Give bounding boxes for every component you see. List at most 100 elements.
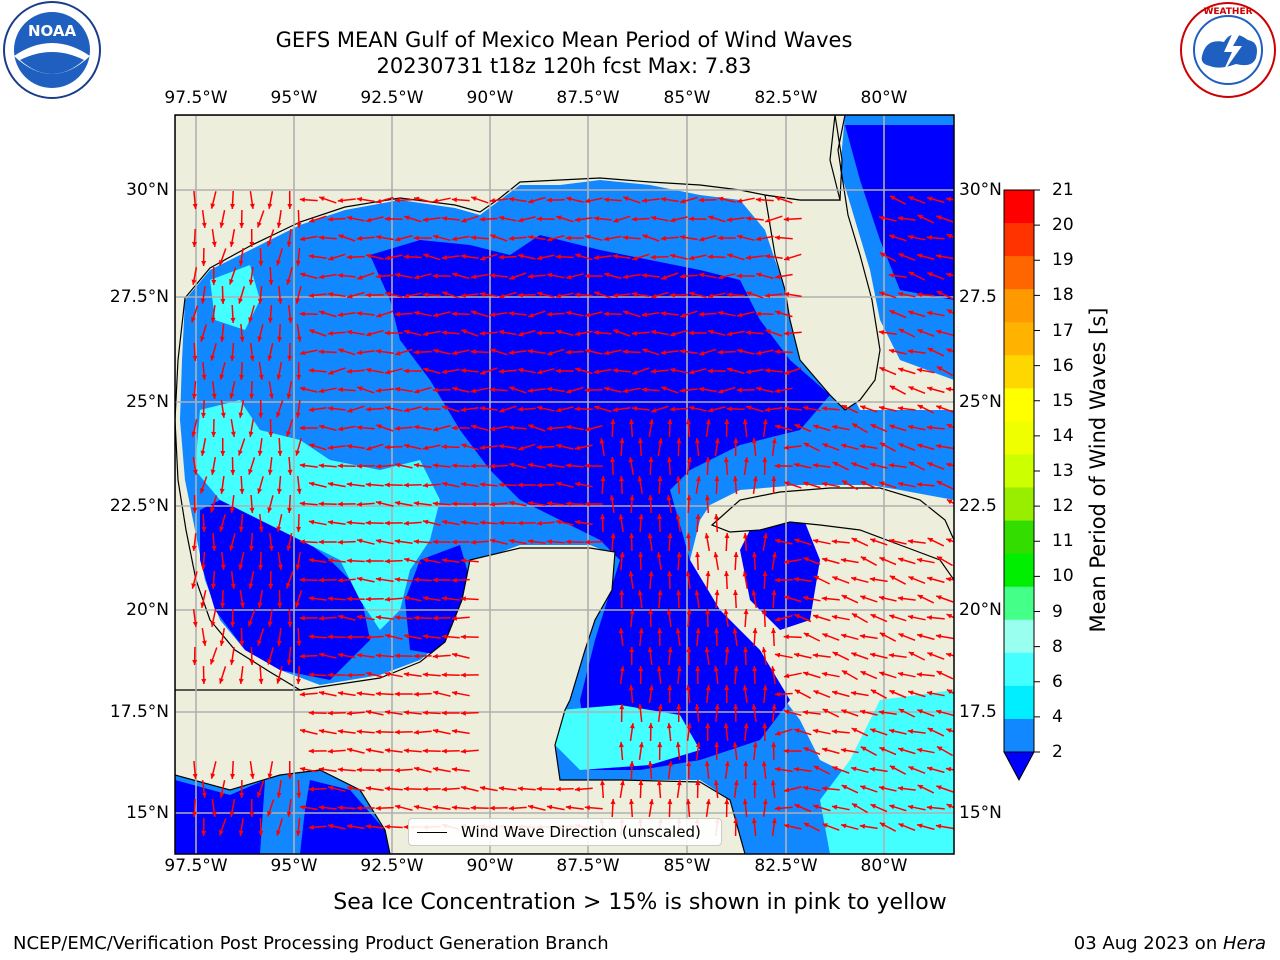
wind-wave-arrowhead	[642, 234, 648, 239]
wind-wave-arrowhead	[667, 647, 673, 653]
wind-wave-arrowhead	[927, 538, 934, 543]
wind-wave-arrowhead	[610, 419, 616, 425]
wind-wave-arrowhead	[841, 443, 847, 449]
wind-wave-arrowhead	[347, 407, 353, 413]
wind-wave-arrowhead	[200, 450, 206, 456]
wind-wave-arrowhead	[575, 367, 581, 373]
yucatan-peninsula	[175, 547, 746, 854]
wind-wave-arrowhead	[695, 666, 701, 671]
wind-wave-arrowhead	[220, 602, 226, 608]
wind-wave-arrowhead	[657, 514, 662, 520]
wind-wave-arrowhead	[584, 805, 590, 811]
wind-wave-arrowhead	[917, 253, 923, 259]
wind-wave-arrowhead	[404, 443, 410, 449]
wind-wave-arrowhead	[403, 824, 409, 830]
wind-wave-arrowhead	[498, 444, 505, 449]
wind-wave-arrowhead	[657, 628, 663, 633]
wind-wave-arrowhead	[860, 709, 866, 715]
wind-wave-arrowhead	[831, 424, 838, 430]
wind-wave-arrowhead	[384, 444, 390, 450]
wind-wave-arrowhead	[287, 317, 293, 323]
wind-wave-arrowhead	[794, 462, 800, 468]
colorbar-segment	[1004, 454, 1034, 489]
wind-wave-arrowhead	[337, 387, 343, 393]
wind-wave-arrowhead	[295, 298, 301, 304]
colorbar-segment	[1004, 355, 1034, 389]
wind-wave-arrowhead	[296, 375, 302, 380]
wind-wave-arrowhead	[287, 469, 293, 475]
wind-wave-arrowhead	[565, 463, 571, 469]
wind-wave-arrowhead	[220, 412, 226, 418]
wind-wave-arrowhead	[859, 443, 866, 449]
wind-wave-arrowhead	[385, 291, 391, 297]
wind-wave-arrowhead	[308, 710, 314, 716]
wind-wave-arrowhead	[319, 196, 325, 202]
wind-wave-arrowhead	[946, 804, 953, 809]
wind-wave-arrowhead	[460, 748, 466, 754]
wind-wave-arrowhead	[648, 723, 654, 729]
lat-tick-label-left: 22.5°N	[109, 496, 169, 516]
wind-wave-arrowhead	[413, 349, 419, 355]
wind-wave-arrowhead	[210, 203, 216, 209]
wind-wave-arrowhead	[637, 590, 643, 596]
wind-wave-arrowhead	[648, 571, 654, 577]
wind-wave-arrowhead	[631, 216, 637, 222]
wind-wave-arrowhead	[593, 330, 599, 336]
wind-wave-arrowhead	[192, 507, 198, 513]
lon-tick-label-bottom: 85°W	[663, 856, 711, 876]
wind-wave-arrowhead	[775, 424, 781, 430]
wind-wave-arrowhead	[451, 767, 458, 772]
wind-wave-arrowhead	[546, 501, 552, 507]
wind-wave-arrowhead	[622, 388, 629, 394]
wind-wave-arrowhead	[384, 748, 391, 753]
wind-wave-arrowhead	[897, 216, 904, 221]
wind-wave-arrowhead	[733, 704, 739, 709]
wind-wave-arrowhead	[879, 481, 885, 487]
wind-wave-arrowhead	[300, 386, 306, 392]
wind-wave-arrowhead	[812, 728, 819, 734]
wind-wave-arrowhead	[296, 222, 302, 228]
wind-wave-arrowhead	[299, 653, 305, 659]
short-period-region	[740, 510, 820, 630]
wind-wave-arrowhead	[832, 576, 838, 581]
wind-wave-arrowhead	[783, 748, 789, 754]
wind-wave-arrowhead	[356, 691, 362, 697]
wind-wave-arrowhead	[889, 538, 895, 544]
wind-wave-arrowhead	[946, 538, 952, 543]
footer-date: 03 Aug 2023 on Hera	[1074, 933, 1266, 954]
wind-wave-arrowhead	[888, 653, 895, 658]
wind-wave-arrowhead	[327, 406, 334, 411]
wind-wave-arrow	[956, 443, 972, 452]
wind-wave-arrowhead	[648, 457, 654, 463]
wind-wave-arrowhead	[441, 481, 448, 487]
wind-wave-arrowhead	[656, 780, 662, 786]
wind-wave-arrowhead	[536, 786, 542, 792]
wind-wave-arrowhead	[356, 729, 362, 735]
wind-wave-arrowhead	[295, 260, 301, 266]
wind-wave-arrowhead	[211, 431, 217, 437]
wind-wave-arrowhead	[859, 823, 866, 829]
wind-wave-arrowhead	[267, 773, 273, 779]
wind-wave-arrowhead	[813, 766, 820, 771]
wind-wave-arrowhead	[699, 350, 705, 356]
wind-wave-arrowhead	[916, 482, 922, 488]
wind-wave-arrowhead	[460, 407, 467, 413]
wind-wave-arrowhead	[631, 330, 637, 336]
wind-wave-arrowhead	[775, 616, 781, 622]
wind-wave-arrowhead	[762, 609, 767, 615]
wind-wave-arrowhead	[413, 729, 419, 735]
wind-wave-arrowhead	[822, 633, 828, 638]
wind-wave-arrowhead	[219, 526, 225, 532]
wind-wave-arrow	[955, 787, 973, 791]
wind-wave-arrowhead	[433, 348, 439, 354]
wind-wave-arrowhead	[813, 424, 819, 430]
lat-tick-label-right: 20°N	[959, 600, 1002, 620]
wind-wave-arrowhead	[897, 671, 904, 677]
wind-wave-arrowhead	[651, 407, 657, 413]
wind-wave-arrowhead	[346, 710, 352, 716]
wind-wave-arrowhead	[498, 215, 505, 221]
wind-wave-arrowhead	[638, 780, 644, 786]
wind-wave-arrowhead	[774, 388, 781, 394]
wind-wave-arrowhead	[536, 216, 542, 222]
wind-wave-arrowhead	[318, 690, 325, 696]
